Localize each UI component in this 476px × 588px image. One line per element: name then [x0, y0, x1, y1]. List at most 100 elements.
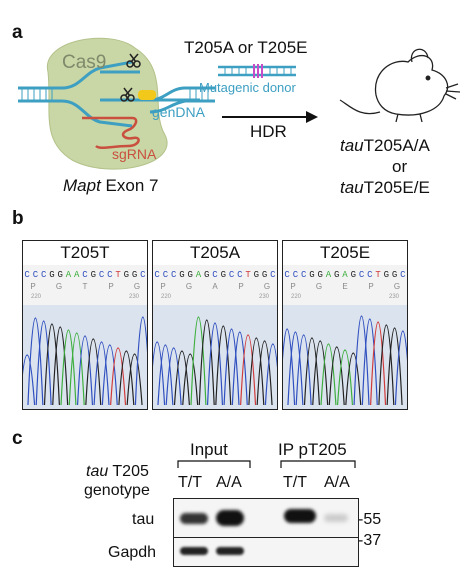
amino-acid: P: [108, 282, 113, 291]
amino-acid: G: [316, 282, 322, 291]
genotype-rest: T205: [108, 463, 149, 480]
chromatogram-title: T205T: [60, 243, 110, 262]
trace-peak: [35, 320, 52, 406]
base-call: G: [309, 270, 314, 280]
base-call: G: [91, 270, 96, 280]
trace-peak: [223, 328, 240, 406]
result-line-2-gene: tau: [340, 178, 364, 197]
trace-peak: [248, 337, 265, 406]
base-call: G: [317, 270, 322, 280]
mutation-mark: [253, 64, 263, 78]
amino-acid: P: [368, 282, 373, 291]
sgrna-strand: [82, 116, 140, 150]
base-call: A: [326, 270, 332, 280]
lane-label-2: A/A: [216, 474, 242, 491]
base-call: C: [163, 270, 169, 280]
trace-peak: [134, 316, 147, 406]
trace-peak: [93, 341, 110, 406]
trace-peak: [68, 332, 85, 406]
trace-peak: [190, 316, 207, 406]
trace-peak: [394, 330, 407, 406]
result-line-2: tauT205E/E: [340, 178, 430, 198]
amino-acid: G: [264, 282, 270, 291]
trace-peak: [287, 331, 304, 406]
genotype-label-line2: genotype: [84, 482, 150, 499]
position-label: 220: [161, 294, 172, 300]
chromatogram-t205t: C C C G G A A C G C C T G G C P G T P G 220 230 T205T: [22, 240, 148, 410]
base-call: C: [107, 270, 113, 280]
result-line-1: tauT205A/A: [340, 136, 430, 156]
trace-peak: [110, 347, 127, 406]
exon-label-rest: Exon 7: [100, 176, 159, 195]
pam-highlight: [138, 90, 156, 100]
donor-label: Mutagenic donor: [199, 80, 296, 95]
base-call: G: [187, 270, 192, 280]
base-call: C: [171, 270, 177, 280]
base-call: C: [82, 270, 88, 280]
position-label: 230: [389, 294, 400, 300]
base-call: C: [212, 270, 218, 280]
base-call: C: [229, 270, 235, 280]
amino-acid: G: [394, 282, 400, 291]
trace-peak: [328, 346, 345, 406]
panel-b-letter: b: [12, 208, 24, 229]
gendna-label: genDNA: [152, 104, 205, 120]
panel-c-letter: c: [12, 428, 23, 449]
chromatogram-t205e: C C C G G A G A G C C T G G C P G E P G 220 230 T205E: [282, 240, 408, 410]
trace-peak: [101, 344, 118, 406]
marker-55: -55: [358, 511, 382, 528]
hdr-label: HDR: [250, 122, 287, 141]
amino-acid: P: [238, 282, 243, 291]
trace-peak: [320, 343, 337, 406]
base-call: A: [196, 270, 202, 280]
band: [216, 510, 244, 526]
base-call: G: [392, 270, 397, 280]
exon-label: Mapt Exon 7: [63, 176, 158, 196]
result-line-2-rest: T205E/E: [363, 178, 430, 197]
result-line-1-rest: T205A/A: [363, 136, 430, 155]
trace-peak: [336, 349, 354, 406]
marker-37: -37: [358, 532, 382, 549]
trace-peak: [118, 350, 135, 406]
trace-peak: [198, 319, 215, 406]
base-call: C: [140, 270, 146, 280]
trace-peak: [157, 344, 174, 406]
band: [324, 514, 348, 522]
trace-peak: [295, 334, 312, 406]
trace-peak: [240, 334, 257, 406]
band: [180, 547, 208, 555]
base-call: G: [57, 270, 62, 280]
amino-acid: G: [134, 282, 140, 291]
amino-acid: E: [342, 282, 347, 291]
band: [180, 513, 208, 524]
base-call: T: [245, 270, 251, 280]
scissors-icon: [120, 87, 135, 102]
base-call: G: [351, 270, 356, 280]
base-call: C: [367, 270, 373, 280]
amino-acid: G: [186, 282, 192, 291]
blot-gapdh: [173, 537, 359, 567]
base-call: G: [49, 270, 54, 280]
position-label: 230: [129, 294, 140, 300]
position-label: 230: [259, 294, 270, 300]
trace-peak: [173, 350, 190, 406]
amino-acid: P: [160, 282, 165, 291]
lane-label-1: T/T: [178, 474, 202, 491]
group-input-label: Input: [190, 440, 228, 459]
base-call: C: [154, 270, 160, 280]
base-call: C: [301, 270, 307, 280]
donor-title: T205A or T205E: [184, 38, 308, 57]
base-call: G: [334, 270, 339, 280]
amino-acid: P: [290, 282, 295, 291]
row-label-gapdh: Gapdh: [108, 544, 157, 561]
trace-peak: [23, 354, 36, 406]
trace-peak: [386, 327, 403, 406]
mouse-icon: [339, 48, 461, 123]
base-call: T: [375, 270, 381, 280]
band: [284, 509, 316, 523]
trace-peak: [312, 340, 329, 406]
trace-peak: [256, 340, 273, 406]
trace-peak: [126, 353, 143, 406]
base-call: C: [359, 270, 365, 280]
base-call: C: [400, 270, 406, 280]
